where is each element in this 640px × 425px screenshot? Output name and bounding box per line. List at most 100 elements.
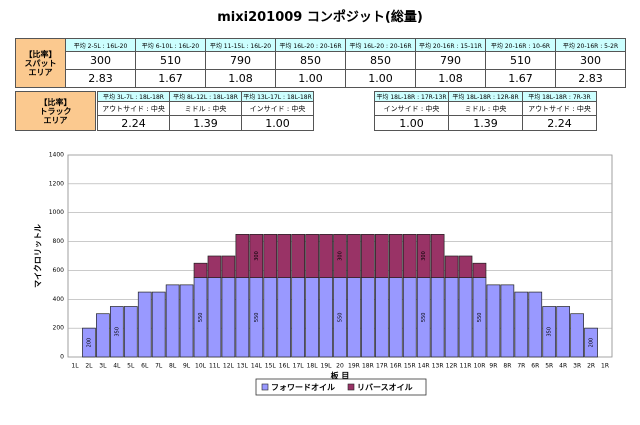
bar — [542, 306, 557, 358]
x-tick-label: 15R — [404, 363, 416, 370]
data-label: 550 — [198, 313, 204, 323]
x-tick-label: 8L — [169, 363, 177, 370]
bar — [165, 284, 180, 358]
table-label: 【比率】 トラック エリア — [15, 91, 96, 131]
bar — [179, 284, 194, 358]
bar — [430, 234, 445, 278]
y-tick-label: 200 — [53, 325, 65, 332]
x-tick-label: 8R — [503, 363, 511, 370]
bar — [291, 234, 305, 278]
legend-label: フォワードオイル — [271, 383, 335, 392]
label-line: 【比率】 — [24, 49, 57, 59]
y-tick-label: 1400 — [49, 152, 64, 159]
x-tick-label: 13R — [432, 363, 444, 370]
bar — [137, 291, 152, 358]
data-label: 550 — [254, 313, 260, 323]
x-tick-label: 9L — [183, 363, 191, 370]
data-label: 550 — [338, 313, 344, 323]
label-line: スパット — [24, 58, 57, 68]
table-cell: 510 — [485, 51, 556, 70]
bar — [221, 255, 236, 278]
table-cell: 850 — [275, 51, 346, 70]
data-label: 550 — [477, 313, 483, 323]
y-tick-label: 1000 — [49, 209, 64, 216]
bar — [458, 277, 473, 358]
data-label: 350 — [114, 327, 120, 337]
x-axis-title: 板 目 — [331, 371, 350, 381]
bar — [361, 277, 375, 358]
table-cell: 1.39 — [448, 115, 523, 131]
table-cell: 2.24 — [97, 115, 170, 131]
page-title: mixi201009 コンポジット(総量) — [217, 10, 423, 25]
column-header: 平均 11-15L : 16L-20 — [205, 38, 276, 52]
position-label: アウトサイド : 中央 — [97, 101, 170, 116]
table-cell: 1.39 — [169, 115, 242, 131]
bar — [570, 313, 584, 358]
x-tick-label: 17L — [293, 363, 305, 370]
x-tick-label: 4L — [113, 363, 121, 370]
bar — [151, 291, 166, 358]
y-axis-title: マイクロリットル — [33, 224, 43, 288]
x-tick-label: 10R — [474, 363, 486, 370]
x-tick-label: 11L — [209, 363, 221, 370]
bar — [235, 234, 250, 278]
bar — [82, 327, 96, 358]
table-cell: 1.08 — [415, 69, 486, 88]
table-label: 【比率】 スパット エリア — [15, 38, 66, 88]
x-tick-label: 6R — [531, 363, 539, 370]
y-tick-label: 0 — [60, 354, 64, 361]
bar — [444, 255, 459, 278]
column-header: 平均 6-10L : 16L-20 — [135, 38, 206, 52]
bar — [347, 234, 361, 278]
bar — [333, 234, 347, 278]
bar — [277, 277, 292, 358]
label-line: トラック — [39, 106, 72, 116]
bar — [375, 234, 389, 278]
x-tick-label: 6L — [141, 363, 149, 370]
bar — [402, 277, 417, 358]
x-tick-label: 17R — [376, 363, 388, 370]
bar — [207, 277, 222, 358]
table-cell: 2.83 — [65, 69, 136, 88]
column-header: 平均 2-5L : 16L-20 — [65, 38, 136, 52]
x-tick-label: 5L — [127, 363, 135, 370]
column-header: 平均 20-16R : 10-6R — [485, 38, 556, 52]
x-tick-label: 20 — [336, 363, 344, 370]
bar — [402, 234, 417, 278]
bar — [319, 234, 333, 278]
data-label: 550 — [421, 313, 427, 323]
table-cell: 1.67 — [135, 69, 206, 88]
y-tick-label: 800 — [53, 238, 65, 245]
bar — [361, 234, 375, 278]
x-tick-label: 11R — [460, 363, 472, 370]
x-tick-label: 3L — [99, 363, 107, 370]
x-tick-label: 18R — [362, 363, 374, 370]
legend-swatch — [261, 383, 269, 391]
bar — [375, 277, 389, 358]
label-line: エリア — [28, 67, 53, 77]
x-tick-label: 5R — [545, 363, 553, 370]
x-tick-label: 12R — [446, 363, 458, 370]
x-tick-label: 1L — [71, 363, 79, 370]
x-tick-label: 4R — [559, 363, 567, 370]
legend-swatch — [347, 383, 355, 391]
bar — [388, 234, 403, 278]
x-tick-label: 19L — [321, 363, 333, 370]
bar — [319, 277, 333, 358]
column-header: 平均 16L-20 : 20-16R — [345, 38, 416, 52]
x-tick-label: 18L — [307, 363, 319, 370]
position-label: インサイド : 中央 — [241, 101, 314, 116]
table-cell: 2.83 — [555, 69, 626, 88]
bar — [430, 277, 445, 358]
y-tick-label: 1200 — [49, 180, 64, 187]
x-tick-label: 12L — [223, 363, 235, 370]
data-label: 350 — [547, 327, 553, 337]
data-label: 300 — [254, 251, 260, 261]
bar — [347, 277, 361, 358]
x-tick-label: 19R — [348, 363, 360, 370]
position-label: アウトサイド : 中央 — [522, 101, 597, 116]
table-cell: 1.08 — [205, 69, 276, 88]
legend-label: リバースオイル — [357, 383, 413, 392]
table-cell: 2.24 — [522, 115, 597, 131]
